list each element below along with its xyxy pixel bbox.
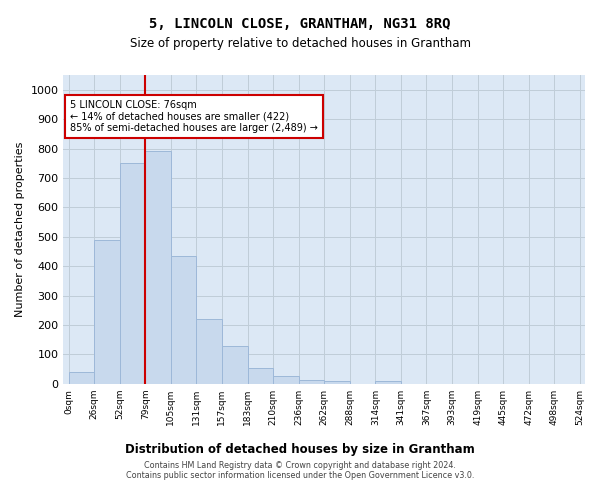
- Bar: [299, 380, 324, 384]
- Bar: [222, 346, 248, 384]
- Bar: [324, 382, 350, 384]
- Text: Contains HM Land Registry data © Crown copyright and database right 2024.
Contai: Contains HM Land Registry data © Crown c…: [126, 460, 474, 480]
- Bar: [376, 381, 401, 384]
- Text: 5 LINCOLN CLOSE: 76sqm
← 14% of detached houses are smaller (422)
85% of semi-de: 5 LINCOLN CLOSE: 76sqm ← 14% of detached…: [70, 100, 317, 133]
- Y-axis label: Number of detached properties: Number of detached properties: [15, 142, 25, 317]
- Text: Size of property relative to detached houses in Grantham: Size of property relative to detached ho…: [130, 38, 470, 51]
- Bar: [119, 163, 145, 384]
- Bar: [196, 319, 222, 384]
- Text: 5, LINCOLN CLOSE, GRANTHAM, NG31 8RQ: 5, LINCOLN CLOSE, GRANTHAM, NG31 8RQ: [149, 18, 451, 32]
- Bar: [273, 376, 299, 384]
- Bar: [68, 372, 94, 384]
- Text: Distribution of detached houses by size in Grantham: Distribution of detached houses by size …: [125, 442, 475, 456]
- Bar: [171, 256, 196, 384]
- Bar: [145, 152, 171, 384]
- Bar: [94, 240, 119, 384]
- Bar: [248, 368, 273, 384]
